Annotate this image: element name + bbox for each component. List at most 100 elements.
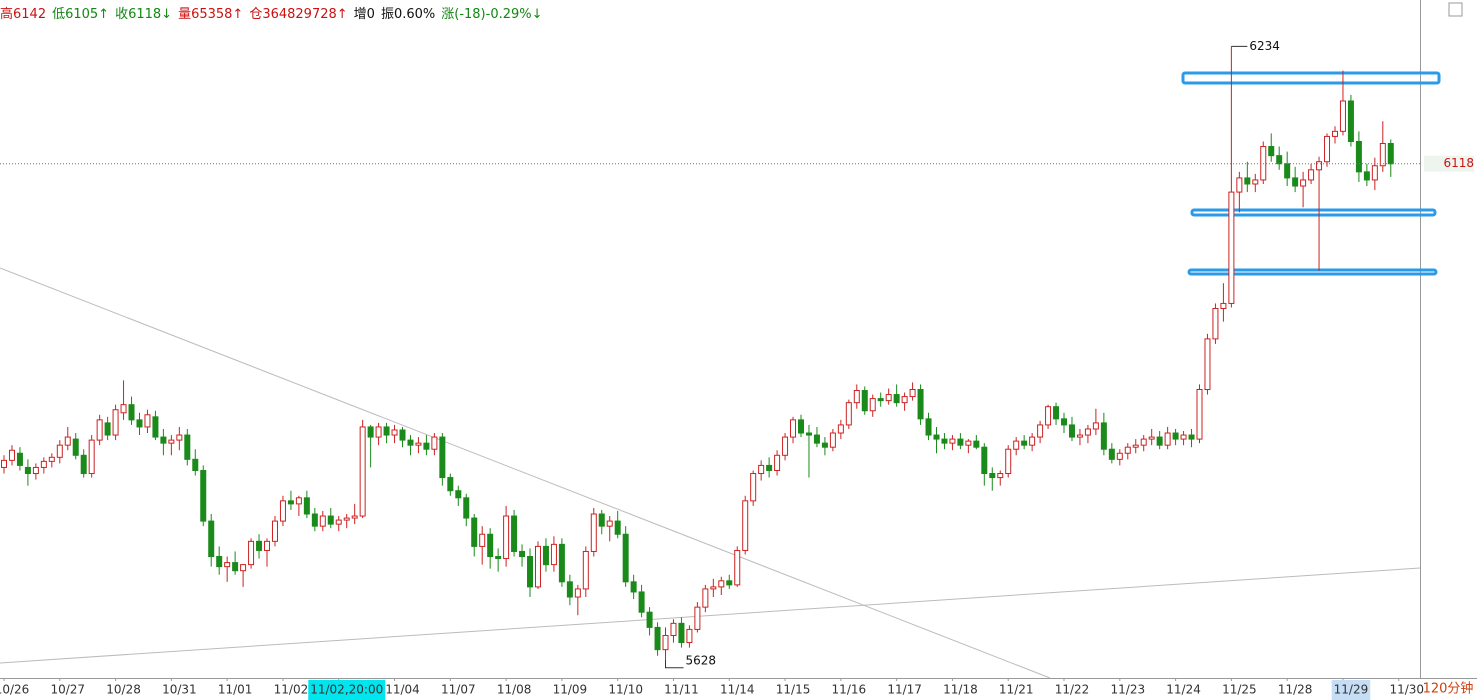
candle-body (1300, 179, 1307, 187)
candle-body (1068, 424, 1075, 438)
candle-body (630, 581, 637, 593)
x-tick-label: 11/21 (999, 683, 1034, 697)
x-tick-label: 11/01 (218, 683, 253, 697)
candle-body (1180, 434, 1187, 440)
candle-body (726, 580, 733, 586)
x-tick-label: 11/28 (1278, 683, 1313, 697)
candle-body (1172, 432, 1179, 440)
candle-body (869, 398, 876, 412)
candle-body (271, 520, 278, 542)
candle-body (48, 456, 55, 462)
candle-body (1132, 444, 1139, 448)
candle-body (550, 543, 557, 566)
drawn-box[interactable] (1190, 208, 1437, 217)
last-price-box (1424, 155, 1474, 172)
candle-body (1387, 143, 1394, 165)
period-label[interactable]: 120分钟 (1423, 681, 1474, 697)
candle-body (901, 396, 908, 404)
candle-body (1268, 146, 1275, 157)
x-tick-label: 11/04 (385, 683, 420, 697)
candle-body (1252, 179, 1259, 185)
candle-body (861, 390, 868, 412)
candle-body (423, 442, 430, 450)
candle-body (200, 469, 207, 522)
candle-body (311, 513, 318, 527)
candle-body (455, 490, 462, 499)
candle-body (415, 442, 422, 446)
candle-body (582, 550, 589, 590)
candle-body (248, 540, 255, 566)
candle-body (933, 434, 940, 440)
candle-body (471, 517, 478, 547)
candle-body (224, 562, 231, 568)
candle-body (1013, 440, 1020, 450)
candle-body (965, 440, 972, 446)
candle-body (128, 404, 135, 421)
candle-body (1021, 440, 1028, 446)
trend-line (0, 267, 1051, 679)
candle-body (327, 515, 334, 525)
candle-body (351, 515, 358, 519)
candle-body (957, 438, 964, 446)
candle-body (821, 442, 828, 448)
window-icon[interactable] (1448, 2, 1463, 17)
x-tick-label: 11/30 (1389, 683, 1424, 697)
candle-body (447, 477, 454, 492)
candle-body (391, 429, 398, 436)
candle-body (1379, 143, 1386, 167)
candle-body (981, 446, 988, 475)
drawn-box[interactable] (1187, 268, 1438, 276)
candle-body (1116, 452, 1123, 460)
candle-body (1308, 169, 1315, 181)
header-stat: 量65358↑ (178, 7, 244, 22)
candle-body (343, 517, 350, 521)
candle-body (64, 436, 71, 446)
candle-body (710, 586, 717, 590)
candle-body (40, 460, 47, 468)
candle-body (56, 444, 63, 458)
candle-body (1260, 146, 1267, 181)
candle-body (893, 394, 900, 404)
candle-body (766, 464, 773, 471)
candle-body (1188, 434, 1195, 440)
x-tick-label: 10/26 (0, 683, 29, 697)
candle-body (542, 545, 549, 566)
candle-body (813, 434, 820, 444)
candle-body (614, 520, 621, 535)
candle-body (1347, 100, 1354, 142)
candle-body (295, 497, 302, 505)
candle-body (718, 580, 725, 588)
candle-body (256, 540, 263, 551)
x-tick-label: 11/24 (1166, 683, 1201, 697)
trend-line (0, 567, 1421, 664)
candle-body (1228, 191, 1235, 304)
candle-body (503, 515, 510, 560)
candle-body (264, 540, 271, 551)
x-tick-label: 11/02 (274, 683, 309, 697)
x-tick-label: 11/23 (1111, 683, 1146, 697)
candle-body (96, 419, 103, 441)
candle-body (1220, 302, 1227, 310)
candle-body (774, 454, 781, 471)
candle-body (319, 515, 326, 527)
candle-body (176, 434, 183, 441)
candle-body (885, 394, 892, 402)
x-label-highlight (1331, 680, 1371, 700)
drawn-box[interactable] (1181, 71, 1441, 85)
candle-body (782, 436, 789, 456)
candle-body (1292, 177, 1299, 187)
candle-body (1092, 422, 1099, 430)
candle-body (734, 549, 741, 586)
candle-body (590, 513, 597, 552)
candle-body (702, 588, 709, 608)
candle-body (941, 438, 948, 444)
candle-body (1331, 130, 1338, 137)
candle-body (144, 414, 151, 428)
x-label-highlight (308, 680, 386, 700)
candle-body (431, 436, 438, 450)
candle-body (1196, 388, 1203, 440)
candle-body (638, 591, 645, 613)
candle-body (192, 458, 199, 471)
candle-body (1339, 100, 1346, 132)
